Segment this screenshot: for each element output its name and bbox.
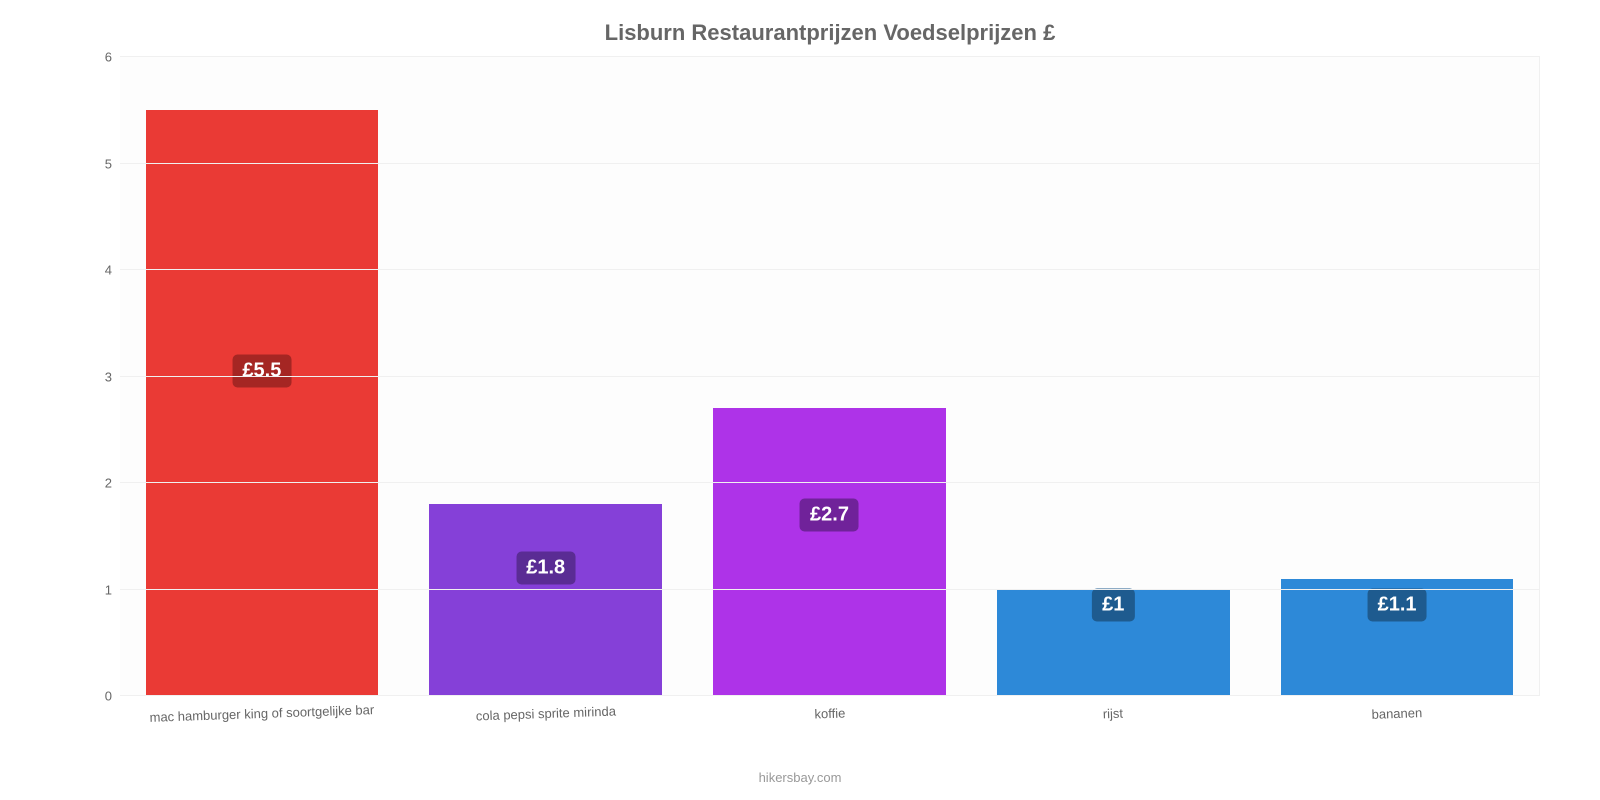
value-badge: £1.8	[516, 552, 575, 585]
grid-line	[120, 376, 1539, 377]
grid-line	[120, 589, 1539, 590]
grid-line	[120, 482, 1539, 483]
value-badge: £2.7	[800, 498, 859, 531]
value-badge: £5.5	[232, 355, 291, 388]
y-tick-label: 4	[72, 263, 112, 278]
x-labels-group: mac hamburger king of soortgelijke barco…	[120, 706, 1539, 721]
bar	[429, 504, 662, 696]
grid-line	[120, 163, 1539, 164]
y-tick-label: 0	[72, 689, 112, 704]
value-badge: £1	[1092, 589, 1134, 622]
chart-title: Lisburn Restaurantprijzen Voedselprijzen…	[120, 20, 1540, 46]
x-label: bananen	[1255, 701, 1539, 726]
bar	[146, 110, 379, 696]
bar-slot: £2.7	[688, 57, 972, 696]
x-label: rijst	[971, 701, 1255, 726]
y-tick-label: 2	[72, 476, 112, 491]
grid-line	[120, 269, 1539, 270]
x-label: koffie	[687, 701, 971, 726]
plot-area: 0123456 £5.5£1.8£2.7£1£1.1 mac hamburger…	[120, 56, 1540, 696]
y-tick-label: 1	[72, 582, 112, 597]
y-axis: 0123456	[70, 57, 120, 696]
x-label: mac hamburger king of soortgelijke bar	[120, 701, 404, 726]
attribution-text: hikersbay.com	[0, 770, 1600, 785]
value-badge: £1.1	[1368, 589, 1427, 622]
bar-slot: £1.8	[404, 57, 688, 696]
grid-line	[120, 56, 1539, 57]
bar	[713, 408, 946, 696]
bar-slot: £5.5	[120, 57, 404, 696]
y-tick-label: 6	[72, 50, 112, 65]
grid-line	[120, 695, 1539, 696]
y-tick-label: 3	[72, 369, 112, 384]
bars-group: £5.5 £1.8 £2.7 £1 £1.1	[120, 57, 1539, 696]
bar-slot: £1.1	[1255, 57, 1539, 696]
x-label: cola pepsi sprite mirinda	[404, 701, 688, 726]
y-tick-label: 5	[72, 156, 112, 171]
chart-container: Lisburn Restaurantprijzen Voedselprijzen…	[0, 0, 1600, 800]
bar-slot: £1	[971, 57, 1255, 696]
